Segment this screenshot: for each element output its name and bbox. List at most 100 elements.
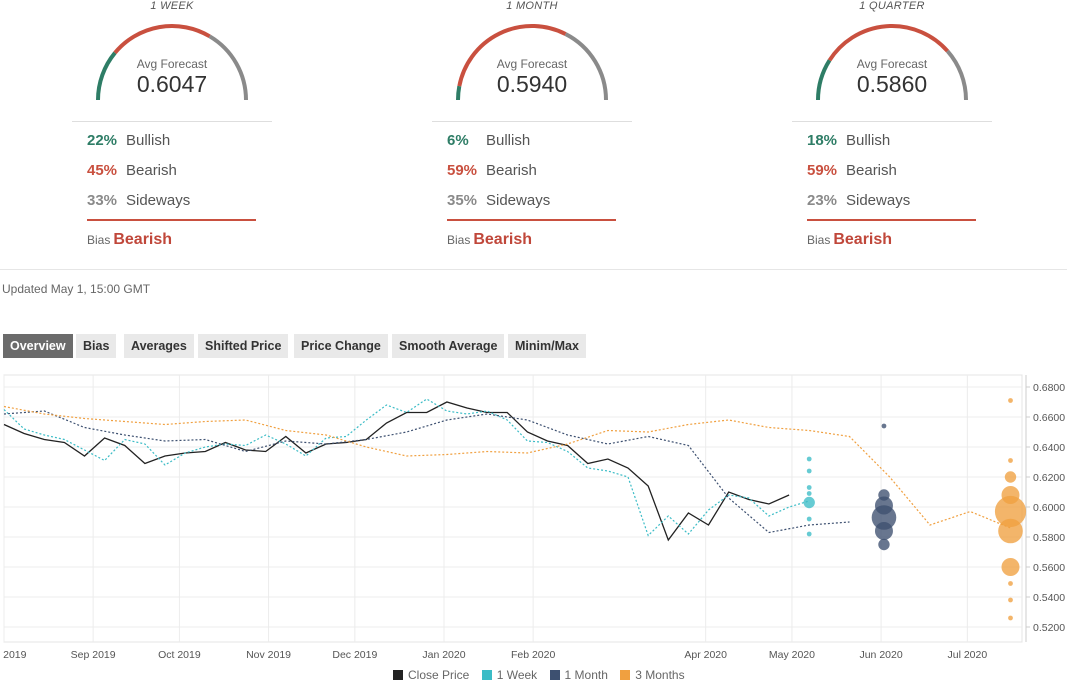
forecast-point-month: [871, 505, 897, 530]
bearish-pct: 59%: [447, 162, 478, 179]
forecast-point-quarter: [1008, 581, 1013, 586]
forecast-point-quarter: [1001, 558, 1020, 576]
y-tick-label: 0.6800: [1033, 382, 1065, 394]
panel-title: 1 MONTH: [506, 0, 558, 12]
x-tick-label: Jun 2020: [859, 649, 902, 661]
legend-3-months[interactable]: 3 Months: [620, 668, 685, 682]
gauge-arc-bullish: [96, 51, 117, 101]
y-tick-label: 0.6600: [1033, 412, 1065, 424]
bias-divider: [807, 219, 976, 221]
forecast-point-month: [878, 538, 890, 551]
forecast-gauge: [816, 24, 968, 101]
tab-smooth-average[interactable]: Smooth Average: [392, 334, 505, 358]
y-tick-label: 0.5800: [1033, 532, 1065, 544]
sideways-pct: 33%: [87, 192, 118, 209]
legend-swatch: [549, 670, 560, 680]
chart-legend: Close Price 1 Week 1 Month 3 Months: [393, 668, 694, 682]
gauge-arc-sideways: [208, 34, 248, 101]
sideways-pct: 23%: [807, 192, 838, 209]
x-tick-label: Apr 2020: [684, 649, 727, 661]
bias-divider: [447, 219, 616, 221]
divider: [72, 121, 272, 122]
tab-price-change[interactable]: Price Change: [294, 334, 388, 358]
panel-title: 1 QUARTER: [859, 0, 925, 12]
sideways-stat: 33% Sideways: [87, 192, 190, 209]
avg-forecast-value: 0.6047: [136, 71, 208, 97]
bearish-stat: 59% Bearish: [447, 162, 537, 179]
bullish-stat: 22% Bullish: [87, 132, 170, 149]
sideways-pct: 35%: [447, 192, 478, 209]
forecast-point-quarter: [994, 495, 1027, 528]
y-tick-label: 0.6200: [1033, 472, 1065, 484]
forecast-panel-month: 1 MONTH Avg Forecast 0.5940 6% Bullish 59…: [432, 0, 792, 260]
bullish-label: Bullish: [846, 132, 891, 149]
forecast-point-week: [806, 516, 812, 522]
forecast-gauge: [96, 24, 248, 101]
legend-label: 1 Week: [496, 668, 538, 682]
forecast-point-week: [803, 496, 815, 509]
x-tick-label: Feb 2020: [511, 649, 556, 661]
bullish-pct: 18%: [807, 132, 838, 149]
y-tick-label: 0.5400: [1033, 592, 1065, 604]
gauge-label: Avg Forecast: [856, 57, 928, 71]
tab-shifted-price[interactable]: Shifted Price: [198, 334, 289, 358]
legend-label: Close Price: [408, 668, 470, 682]
bullish-label: Bullish: [126, 132, 171, 149]
sideways-label: Sideways: [846, 192, 911, 209]
forecast-point-week: [806, 456, 812, 462]
section-divider: [0, 269, 1067, 270]
sideways-label: Sideways: [126, 192, 191, 209]
gauge-arc-bearish: [827, 24, 950, 62]
forecast-point-quarter: [1008, 615, 1013, 621]
plot-area: [3, 374, 1023, 643]
forecast-panel-quarter: 1 QUARTER Avg Forecast 0.5860 18% Bullish…: [792, 0, 1067, 260]
bullish-stat: 6% Bullish: [447, 132, 530, 149]
forecast-point-quarter: [1004, 471, 1017, 483]
gauge-arc-bullish: [816, 59, 832, 101]
forecast-point-month: [874, 522, 893, 540]
legend-label: 3 Months: [635, 668, 685, 682]
bullish-pct: 6%: [447, 132, 469, 149]
avg-forecast-value: 0.5860: [856, 71, 928, 97]
x-tick-label: Aug 2019: [0, 649, 27, 661]
legend-close-price[interactable]: Close Price: [393, 668, 469, 682]
bearish-label: Bearish: [486, 162, 537, 179]
tab-bias[interactable]: Bias: [76, 334, 117, 358]
x-tick-label: Oct 2019: [158, 649, 201, 661]
sideways-label: Sideways: [486, 192, 551, 209]
bias-label: Bias: [807, 233, 831, 247]
updated-timestamp: Updated May 1, 15:00 GMT: [2, 282, 151, 296]
bearish-label: Bearish: [126, 162, 177, 179]
forecast-point-quarter: [1008, 398, 1013, 403]
bearish-pct: 59%: [807, 162, 838, 179]
bias-value: Bearish: [833, 231, 893, 248]
bias: Bias Bearish: [87, 231, 172, 249]
bias: Bias Bearish: [807, 231, 892, 249]
series-line-month: [3, 410, 850, 534]
bias: Bias Bearish: [447, 231, 532, 249]
x-tick-label: May 2020: [769, 649, 815, 661]
forecast-point-month: [881, 423, 887, 429]
sideways-stat: 23% Sideways: [807, 192, 910, 209]
forecast-point-week: [806, 531, 812, 537]
bearish-pct: 45%: [87, 162, 118, 179]
x-tick-label: Dec 2019: [332, 649, 377, 661]
tab-minim-max[interactable]: Minim/Max: [508, 334, 586, 358]
bias-value: Bearish: [113, 231, 173, 248]
y-tick-label: 0.6000: [1033, 502, 1065, 514]
forecast-gauge: [455, 24, 608, 101]
series-line-quarter: [3, 405, 1011, 529]
forecast-point-quarter: [1008, 458, 1013, 463]
legend-swatch: [393, 670, 403, 680]
gauge-arc-sideways: [564, 32, 608, 101]
x-tick-label: Nov 2019: [246, 649, 291, 661]
forecast-point-week: [806, 468, 812, 474]
bias-divider: [87, 219, 256, 221]
legend-1-month[interactable]: 1 Month: [549, 668, 608, 682]
tab-overview[interactable]: Overview: [3, 334, 73, 358]
bearish-stat: 45% Bearish: [87, 162, 177, 179]
tab-averages[interactable]: Averages: [124, 334, 194, 358]
y-tick-label: 0.5600: [1033, 562, 1065, 574]
series-line-close: [3, 401, 790, 542]
legend-1-week[interactable]: 1 Week: [481, 668, 538, 682]
